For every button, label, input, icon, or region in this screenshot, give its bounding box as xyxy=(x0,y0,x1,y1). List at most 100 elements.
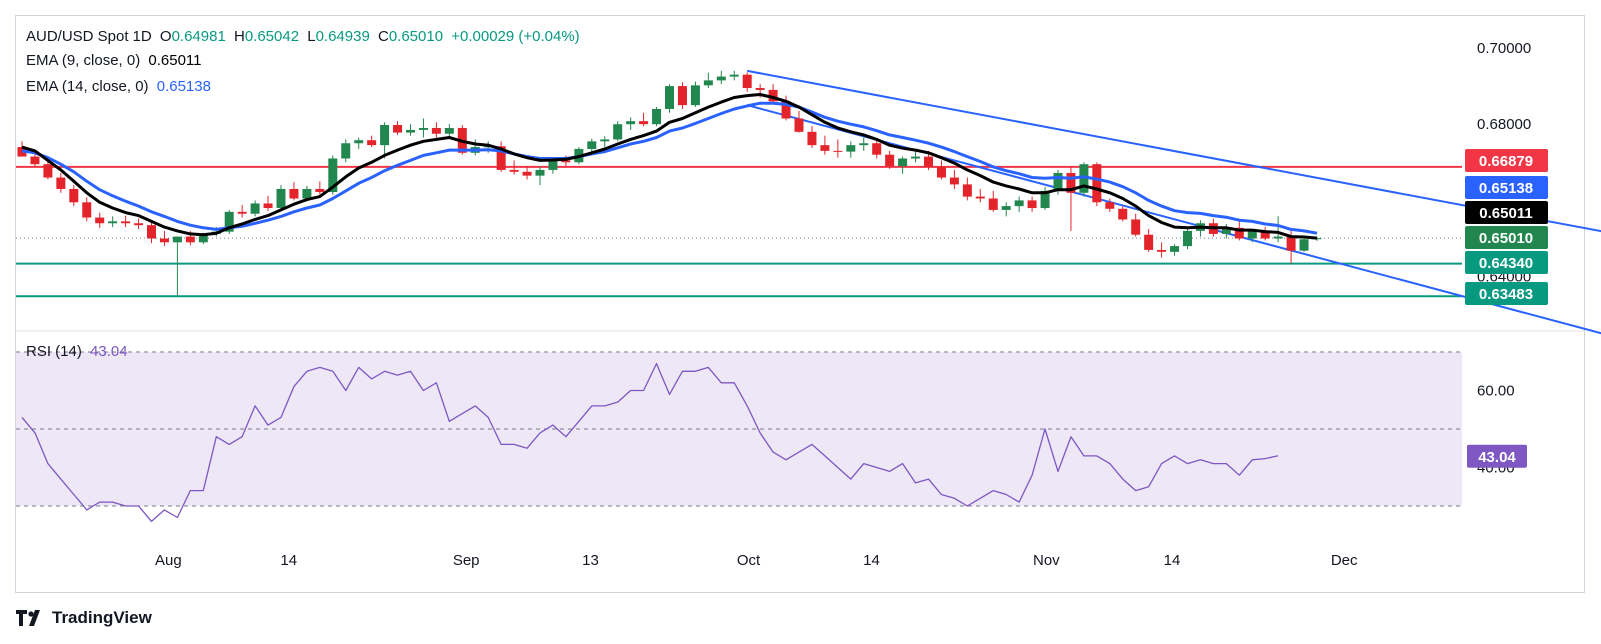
candle xyxy=(742,72,752,92)
high-label: H xyxy=(233,28,245,45)
rsi-label: RSI (14) xyxy=(26,343,82,360)
candle xyxy=(134,218,144,229)
candle xyxy=(1273,216,1283,243)
candle-body xyxy=(1131,219,1141,235)
change-value: +0.00029 (+0.04%) xyxy=(451,28,580,45)
candle-body xyxy=(794,118,804,132)
candle-body xyxy=(328,158,338,193)
candle-body xyxy=(95,217,105,224)
candle-body xyxy=(936,166,946,178)
ema9-value: 0.65011 xyxy=(148,52,202,69)
price-tag-text: 0.64340 xyxy=(1479,255,1533,272)
price-tag-bg xyxy=(1465,176,1548,199)
candle-body xyxy=(1286,236,1296,251)
price-tag-text: 0.65011 xyxy=(1479,205,1532,222)
interval: 1D xyxy=(132,28,152,45)
candle xyxy=(768,84,778,104)
candle xyxy=(496,141,506,172)
candle xyxy=(315,181,325,195)
candle-body xyxy=(418,128,428,130)
candle xyxy=(975,188,985,203)
low-label: L xyxy=(307,28,316,45)
candle xyxy=(1040,187,1050,210)
candle xyxy=(341,139,351,163)
channel-upper-line xyxy=(747,69,1601,233)
candle-body xyxy=(768,89,778,102)
candle-body xyxy=(159,238,169,243)
candle-body xyxy=(807,131,817,146)
candle xyxy=(911,150,921,163)
candle-body xyxy=(69,188,79,203)
candle-body xyxy=(431,128,441,134)
price-tag-bg xyxy=(1465,226,1548,249)
price-tag-text: 0.66879 xyxy=(1479,153,1533,170)
candle-body xyxy=(755,88,765,90)
brand-name: TradingView xyxy=(52,608,152,627)
price-tag-bg xyxy=(1465,149,1548,172)
candle-body xyxy=(1247,230,1257,239)
candle xyxy=(962,177,972,201)
candle-body xyxy=(962,184,972,197)
candle-body xyxy=(406,129,415,133)
candle-body xyxy=(1040,190,1050,209)
candle xyxy=(172,236,182,296)
tradingview-brand[interactable]: TradingView xyxy=(16,608,152,628)
candle xyxy=(276,185,286,210)
candle-body xyxy=(134,223,144,226)
candle xyxy=(250,200,260,217)
ema14-legend: EMA (14, close, 0) 0.65138 xyxy=(26,78,215,95)
candle xyxy=(95,212,105,228)
candle-body xyxy=(108,221,118,224)
price-axis-tick: 0.70000 xyxy=(1477,40,1531,57)
candle xyxy=(444,124,454,137)
price-tag-text: 0.65010 xyxy=(1479,230,1533,247)
high-value: 0.65042 xyxy=(244,28,300,45)
candle xyxy=(418,118,428,138)
candle-body xyxy=(820,145,830,151)
x-axis-tick: Dec xyxy=(1331,552,1358,569)
x-axis-tick: Nov xyxy=(1033,552,1060,569)
candle xyxy=(121,215,131,228)
candle-body xyxy=(1079,164,1089,193)
ohlc-header: AUD/USD Spot 1D O0.64981 H0.65042 L0.6493… xyxy=(26,28,584,45)
candle-body xyxy=(522,171,532,176)
candle-body xyxy=(1170,246,1180,252)
rsi-legend: RSI (14) 43.04 xyxy=(26,343,132,360)
ema9-label: EMA (9, close, 0) xyxy=(26,52,141,69)
candle-body xyxy=(263,203,273,209)
candle-body xyxy=(393,124,403,133)
candle-body xyxy=(665,86,674,109)
candle xyxy=(69,185,79,207)
candle-body xyxy=(885,154,895,167)
candle xyxy=(1131,213,1141,237)
candle xyxy=(289,182,299,201)
candle xyxy=(949,169,959,189)
candle xyxy=(1014,196,1024,212)
candle-body xyxy=(846,145,856,152)
candle-body xyxy=(690,85,700,106)
candle-body xyxy=(548,160,558,170)
candle xyxy=(936,160,946,180)
candle xyxy=(147,220,156,244)
candle-body xyxy=(1027,200,1037,209)
candle-body xyxy=(1157,249,1167,252)
candle-body xyxy=(639,121,649,125)
candle xyxy=(716,70,726,85)
candle-body xyxy=(121,221,131,224)
price-tag: 0.65011 xyxy=(1465,201,1548,224)
rsi-value: 43.04 xyxy=(90,343,128,360)
candle xyxy=(1105,198,1115,212)
candle-body xyxy=(833,150,843,152)
candle xyxy=(237,204,247,218)
candle xyxy=(263,195,273,212)
candle-body xyxy=(172,236,182,243)
candle-body xyxy=(56,177,66,189)
candle-body xyxy=(949,177,959,185)
open-label: O xyxy=(159,28,172,45)
candle-body xyxy=(1183,230,1192,247)
candle xyxy=(690,81,700,108)
candle xyxy=(522,166,532,180)
candle xyxy=(1079,162,1089,197)
candle-body xyxy=(1092,164,1102,203)
